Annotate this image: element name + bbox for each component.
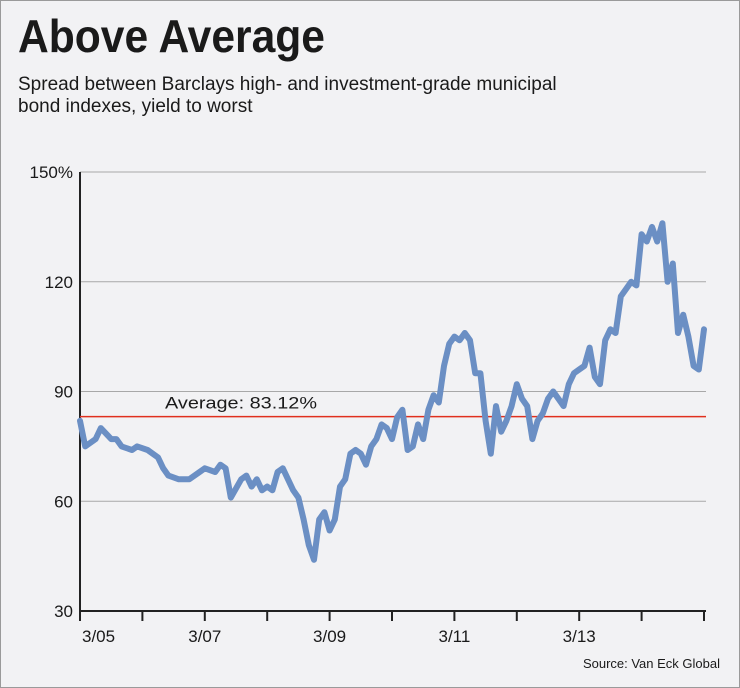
x-tick-label: 3/09 xyxy=(313,627,346,646)
chart-title: Above Average xyxy=(18,10,325,62)
x-tick-label: 3/07 xyxy=(188,627,221,646)
data-line xyxy=(77,220,707,563)
y-tick-label: 90 xyxy=(54,383,73,402)
x-tick-label: 3/05 xyxy=(82,627,115,646)
x-tick-label: 3/13 xyxy=(563,627,596,646)
y-tick-label: 30 xyxy=(54,602,73,621)
source: Source: Van Eck Global xyxy=(583,656,720,671)
subtitle: Spread between Barclays high- and invest… xyxy=(18,74,557,95)
average-label: Average: 83.12% xyxy=(165,394,317,413)
y-tick-label: 120 xyxy=(45,273,73,292)
x-tick-label: 3/11 xyxy=(438,627,470,646)
y-tick-label: 150% xyxy=(30,163,73,182)
y-tick-label: 60 xyxy=(54,492,73,511)
subtitle: bond indexes, yield to worst xyxy=(18,96,253,117)
